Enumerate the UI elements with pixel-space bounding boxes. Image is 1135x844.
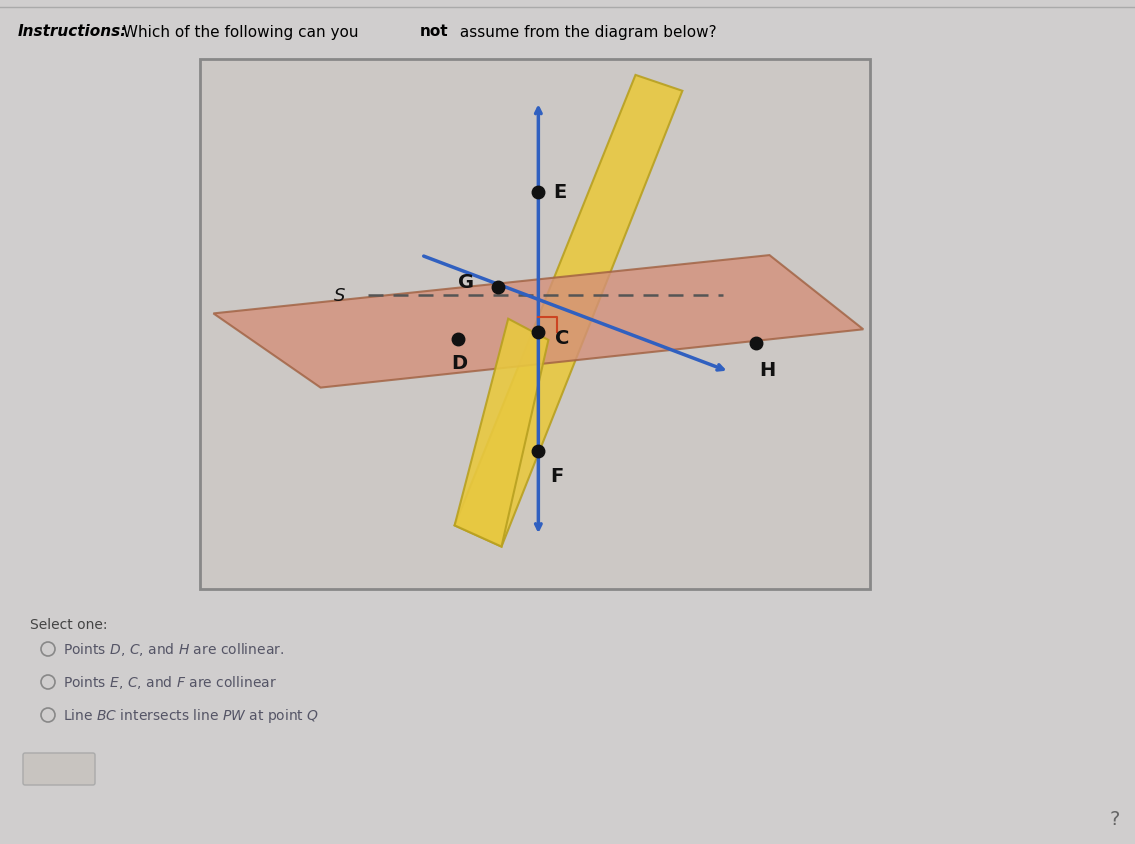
Bar: [200, 60, 871, 589]
FancyBboxPatch shape: [23, 753, 95, 785]
Text: E: E: [553, 183, 566, 202]
Text: Which of the following can you: Which of the following can you: [118, 24, 363, 40]
Polygon shape: [455, 319, 548, 547]
Text: ?: ?: [1110, 809, 1120, 829]
Text: assume from the diagram below?: assume from the diagram below?: [455, 24, 716, 40]
Polygon shape: [455, 76, 682, 547]
Text: G: G: [457, 273, 474, 292]
Text: S: S: [334, 286, 345, 305]
Polygon shape: [213, 256, 864, 388]
Text: H: H: [759, 360, 775, 379]
Text: Line $BC$ intersects line $PW$ at point $Q$: Line $BC$ intersects line $PW$ at point …: [64, 706, 319, 724]
Text: Instructions:: Instructions:: [18, 24, 127, 40]
Text: Check: Check: [37, 762, 81, 776]
Text: Select one:: Select one:: [30, 617, 108, 631]
Text: C: C: [555, 328, 570, 348]
Text: F: F: [550, 466, 564, 485]
Text: Points $D$, $C$, and $H$ are collinear.: Points $D$, $C$, and $H$ are collinear.: [64, 641, 284, 657]
Text: Points $E$, $C$, and $F$ are collinear: Points $E$, $C$, and $F$ are collinear: [64, 674, 277, 690]
Text: not: not: [420, 24, 448, 40]
Text: D: D: [452, 354, 468, 373]
